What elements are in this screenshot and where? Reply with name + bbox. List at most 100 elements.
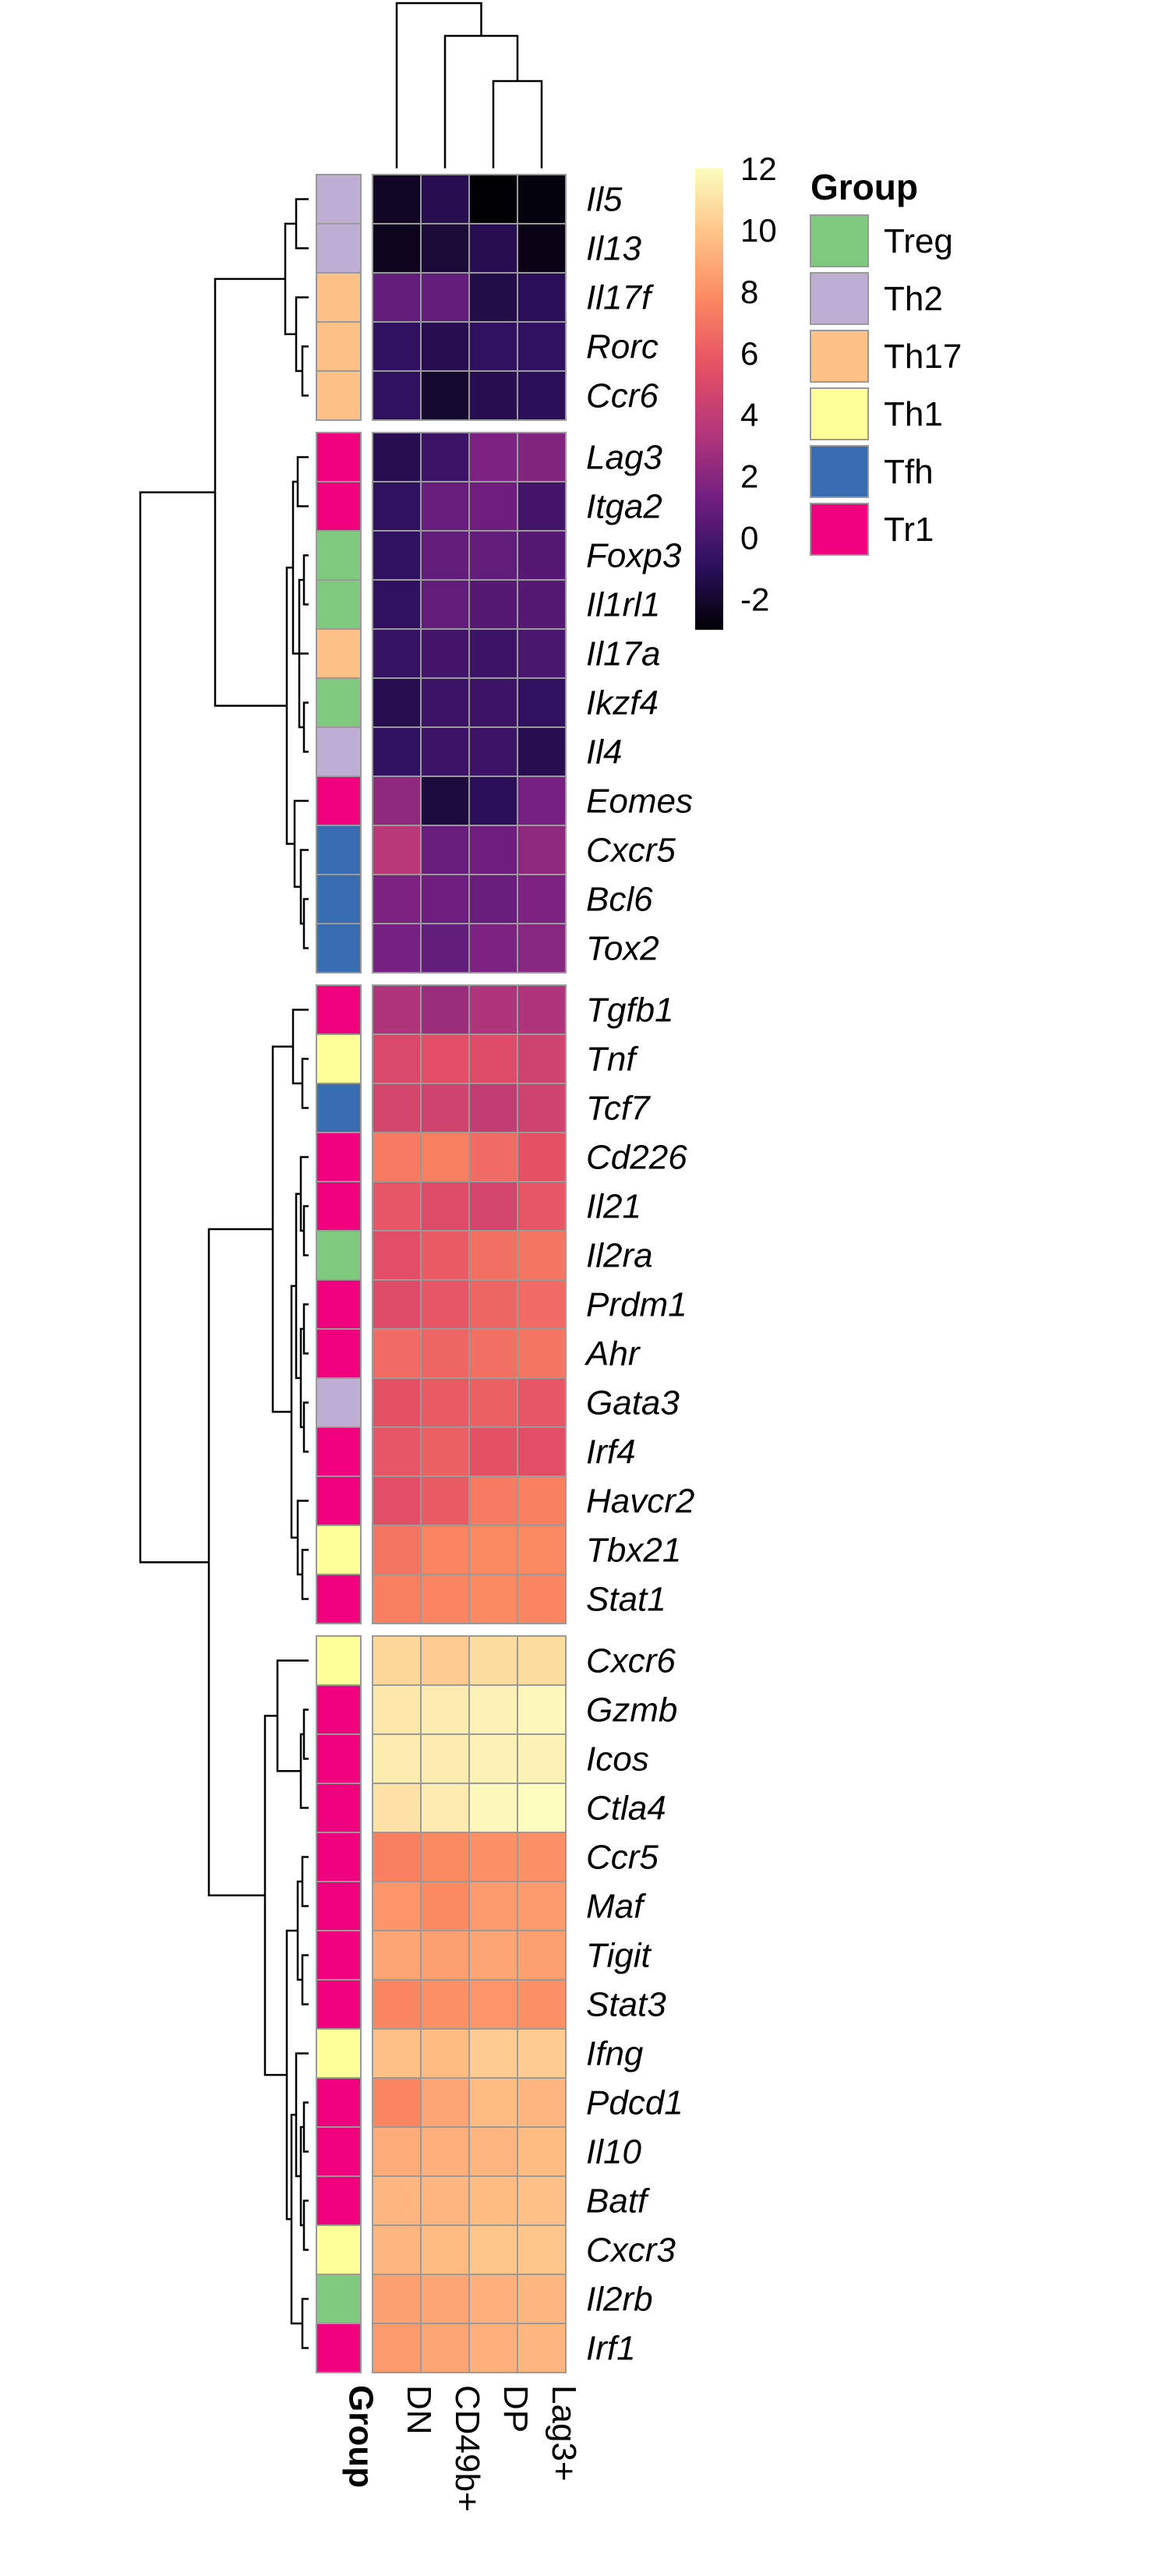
row-label-Havcr2: Havcr2 bbox=[586, 1482, 694, 1521]
group-legend-label-Treg: Treg bbox=[884, 222, 953, 260]
heatmap-cell-Batf-DP bbox=[468, 2175, 518, 2226]
row-label-Tcf7: Tcf7 bbox=[586, 1090, 651, 1128]
heatmap-cell-Prdm1-DN bbox=[372, 1279, 422, 1330]
row-dendro-link-40 bbox=[214, 277, 287, 707]
heatmap-cell-Gzmb-DP bbox=[468, 1684, 518, 1735]
row-label-Maf: Maf bbox=[586, 1888, 647, 1926]
heatmap-cell-Rorc-CD49b+ bbox=[420, 321, 470, 372]
row-label-Rorc: Rorc bbox=[586, 328, 659, 366]
row-label-Ikzf4: Ikzf4 bbox=[586, 684, 659, 723]
row-label-Irf1: Irf1 bbox=[586, 2330, 636, 2368]
heatmap-cell-Ccr5-Lag3+ bbox=[517, 1832, 567, 1882]
heatmap-cell-Tgfb1-CD49b+ bbox=[420, 984, 470, 1035]
heatmap-cell-Ccr6-CD49b+ bbox=[420, 370, 470, 421]
heatmap-cell-Batf-Lag3+ bbox=[517, 2175, 567, 2226]
heatmap-cell-Irf4-DN bbox=[372, 1426, 422, 1477]
heatmap-cell-Foxp3-DN bbox=[372, 530, 422, 581]
row-dendro-link-39 bbox=[263, 1715, 287, 2076]
heatmap-cell-Cd226-Lag3+ bbox=[517, 1132, 567, 1182]
heatmap-cell-Tox2-Lag3+ bbox=[517, 923, 567, 974]
heatmap-cell-Il2rb-CD49b+ bbox=[420, 2274, 470, 2324]
heatmap-cell-Ahr-Lag3+ bbox=[517, 1328, 567, 1379]
heatmap-cell-Stat3-CD49b+ bbox=[420, 1979, 470, 2030]
heatmap-cell-Il21-CD49b+ bbox=[420, 1181, 470, 1231]
heatmap-cell-Tgfb1-Lag3+ bbox=[517, 984, 567, 1035]
row-label-Gzmb: Gzmb bbox=[586, 1691, 677, 1730]
group-cell-Il2ra bbox=[316, 1230, 362, 1281]
heatmap-cell-Il13-CD49b+ bbox=[420, 223, 470, 274]
heatmap-cell-Il21-DN bbox=[372, 1181, 422, 1231]
group-cell-Foxp3 bbox=[316, 530, 362, 581]
heatmap-cell-Lag3-Lag3+ bbox=[517, 432, 567, 482]
heatmap-cell-Il13-DN bbox=[372, 223, 422, 274]
group-cell-Maf bbox=[316, 1881, 362, 1931]
group-cell-Icos bbox=[316, 1733, 362, 1784]
group-cell-Il10 bbox=[316, 2126, 362, 2177]
group-cell-Itga2 bbox=[316, 481, 362, 532]
row-label-Gata3: Gata3 bbox=[586, 1384, 680, 1422]
heatmap-cell-Cxcr5-Lag3+ bbox=[517, 825, 567, 875]
group-legend-key-Th1 bbox=[810, 387, 869, 440]
color-scale-tick-label: 4 bbox=[740, 397, 758, 433]
group-legend-label-Tfh: Tfh bbox=[884, 453, 934, 491]
row-dendro-link-25 bbox=[271, 1045, 293, 1413]
heatmap-cell-Ahr-DP bbox=[468, 1328, 518, 1379]
heatmap-cell-Lag3-DP bbox=[468, 432, 518, 482]
group-cell-Prdm1 bbox=[316, 1279, 362, 1330]
row-label-Il10: Il10 bbox=[586, 2133, 641, 2171]
heatmap-cell-Irf1-DN bbox=[372, 2323, 422, 2373]
row-dendro-link-26 bbox=[302, 1708, 309, 1760]
heatmap-cell-Il10-DP bbox=[468, 2126, 518, 2177]
heatmap-cell-Tbx21-Lag3+ bbox=[517, 1525, 567, 1575]
row-label-Cxcr3: Cxcr3 bbox=[586, 2231, 676, 2270]
group-cell-Tigit bbox=[316, 1930, 362, 1981]
row-label-Itga2: Itga2 bbox=[586, 488, 662, 526]
col-dendro-link-dp-lag3 bbox=[492, 80, 543, 168]
heatmap-cell-Il4-DP bbox=[468, 726, 518, 777]
heatmap-cell-Cxcr3-CD49b+ bbox=[420, 2224, 470, 2275]
color-scale-tick-label: -2 bbox=[740, 581, 769, 618]
row-dendro-link-14 bbox=[301, 1058, 309, 1109]
heatmap-cell-Tcf7-DP bbox=[468, 1083, 518, 1133]
row-dendro-link-9 bbox=[291, 480, 298, 655]
heatmap-cell-Gata3-DN bbox=[372, 1377, 422, 1428]
heatmap-cell-Cxcr6-DP bbox=[468, 1635, 518, 1686]
group-cell-Tgfb1 bbox=[316, 984, 362, 1035]
heatmap-cell-Tox2-CD49b+ bbox=[420, 923, 470, 974]
color-scale-tick-label: 6 bbox=[740, 335, 758, 372]
heatmap-cell-Il21-Lag3+ bbox=[517, 1181, 567, 1231]
heatmap-cell-Il2ra-CD49b+ bbox=[420, 1230, 470, 1281]
row-dendro-link-32 bbox=[302, 2101, 309, 2153]
group-cell-Tbx21 bbox=[316, 1525, 362, 1575]
heatmap-cell-Il5-CD49b+ bbox=[420, 174, 470, 224]
row-label-Il13: Il13 bbox=[586, 230, 641, 268]
group-cell-Stat3 bbox=[316, 1979, 362, 2030]
heatmap-cells bbox=[372, 174, 567, 2373]
heatmap-cell-Tigit-CD49b+ bbox=[420, 1930, 470, 1981]
heatmap-cell-Maf-DN bbox=[372, 1881, 422, 1931]
heatmap-cell-Stat3-Lag3+ bbox=[517, 1979, 567, 2030]
color-scale-tick-label: 0 bbox=[740, 520, 758, 557]
heatmap-cell-Il17a-CD49b+ bbox=[420, 628, 470, 679]
group-annotation-label: Group bbox=[342, 2385, 380, 2488]
group-cell-Gata3 bbox=[316, 1377, 362, 1428]
heatmap-cell-Ccr6-DN bbox=[372, 370, 422, 421]
heatmap-cell-Tcf7-DN bbox=[372, 1083, 422, 1133]
heatmap-cell-Itga2-DN bbox=[372, 481, 422, 532]
heatmap-cell-Ctla4-DP bbox=[468, 1783, 518, 1833]
col-dendro-link-root bbox=[395, 2, 482, 168]
heatmap-cell-Rorc-Lag3+ bbox=[517, 321, 567, 372]
heatmap-cell-Il4-DN bbox=[372, 726, 422, 777]
heatmap-cell-Cxcr5-DN bbox=[372, 825, 422, 875]
heatmap-cell-Itga2-CD49b+ bbox=[420, 481, 470, 532]
group-legend-key-Th17 bbox=[810, 330, 869, 383]
color-scale-tick-label: 8 bbox=[740, 274, 758, 310]
group-cell-Ctla4 bbox=[316, 1783, 362, 1833]
heatmap-cell-Foxp3-DP bbox=[468, 530, 518, 581]
row-label-Il1rl1: Il1rl1 bbox=[586, 586, 660, 624]
heatmap-cell-Il17a-DN bbox=[372, 628, 422, 679]
group-cell-Stat1 bbox=[316, 1574, 362, 1624]
heatmap-cell-Gzmb-CD49b+ bbox=[420, 1684, 470, 1735]
heatmap-cell-Cd226-CD49b+ bbox=[420, 1132, 470, 1182]
heatmap-cell-Ccr5-DP bbox=[468, 1832, 518, 1882]
